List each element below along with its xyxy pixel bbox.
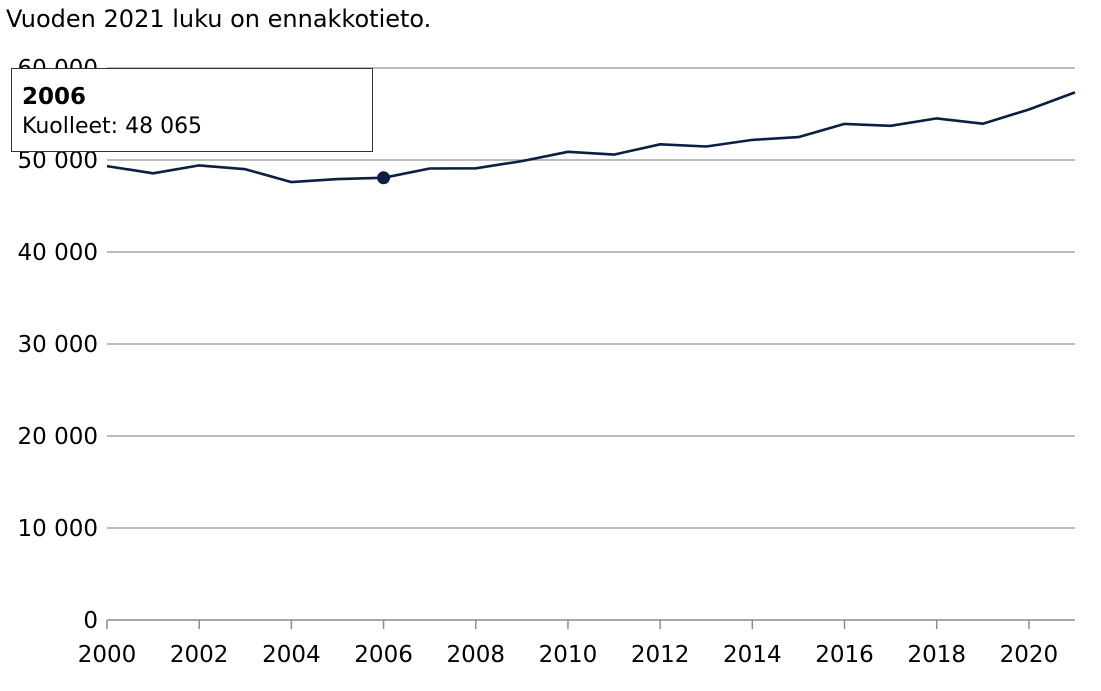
- x-tick-label: 2016: [815, 642, 874, 668]
- chart-subtitle: Vuoden 2021 luku on ennakkotieto.: [6, 5, 432, 33]
- x-axis-tick-labels: 2000 2002 2004 2006 2008 2010 2012 2014 2016 2018…: [78, 642, 1058, 668]
- x-tick-label: 2004: [262, 642, 321, 668]
- y-tick-label: 10 000: [18, 516, 98, 542]
- y-tick-label: 40 000: [18, 240, 98, 266]
- y-tick-label: 50 000: [18, 148, 98, 174]
- x-tick-label: 2008: [446, 642, 505, 668]
- x-tick-label: 2000: [78, 642, 137, 668]
- x-axis: [106, 619, 1075, 629]
- grid-lines: [107, 67, 1075, 529]
- x-tick-label: 2006: [354, 642, 413, 668]
- y-tick-label: 20 000: [18, 424, 98, 450]
- y-tick-label: 30 000: [18, 332, 98, 358]
- highlighted-point[interactable]: [377, 171, 391, 185]
- x-tick-label: 2010: [539, 642, 598, 668]
- x-tick-label: 2020: [1000, 642, 1059, 668]
- tooltip-title: 2006: [22, 84, 87, 110]
- tooltip-label: Kuolleet:: [22, 114, 119, 139]
- series-line[interactable]: [106, 91, 1076, 184]
- x-tick-label: 2002: [170, 642, 229, 668]
- y-tick-label: 0: [83, 608, 98, 634]
- tooltip-line: Kuolleet: 48 065: [22, 112, 362, 142]
- x-tick-label: 2014: [723, 642, 782, 668]
- x-tick-label: 2012: [631, 642, 690, 668]
- tooltip-value: 48 065: [125, 114, 203, 139]
- tooltip: 2006 Kuolleet: 48 065: [11, 68, 373, 152]
- series-group[interactable]: [106, 91, 1076, 185]
- x-tick-label: 2018: [907, 642, 966, 668]
